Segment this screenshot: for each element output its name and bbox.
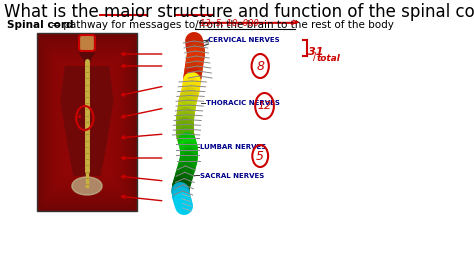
Text: 13, 5, 10, 000: 13, 5, 10, 000 [200, 19, 259, 28]
Bar [42, 39, 132, 205]
Text: total: total [316, 54, 340, 63]
Text: SACRAL NERVES: SACRAL NERVES [200, 173, 264, 179]
Bar [45, 43, 129, 201]
Bar [47, 47, 127, 197]
Bar [59, 63, 115, 181]
Text: CERVICAL NERVES: CERVICAL NERVES [209, 37, 280, 43]
Text: THORACIC NERVES: THORACIC NERVES [206, 100, 280, 106]
Bar [84, 51, 90, 61]
Text: 31: 31 [308, 47, 323, 57]
Text: What is the major structure and function of the spinal cord?: What is the major structure and function… [4, 3, 474, 21]
Bar [43, 41, 131, 203]
Bar [62, 67, 112, 177]
Bar [50, 51, 124, 193]
Text: 5: 5 [256, 149, 264, 163]
Bar [40, 37, 134, 207]
Bar [64, 71, 109, 173]
Bar [60, 65, 114, 179]
Text: Spinal cord: Spinal cord [7, 20, 73, 30]
Bar [46, 45, 128, 199]
Bar [55, 57, 119, 187]
Bar [52, 53, 122, 191]
FancyBboxPatch shape [79, 35, 95, 51]
Text: = pathway for messages to/from the brain to the rest of the body: = pathway for messages to/from the brain… [48, 20, 394, 30]
Bar [39, 35, 135, 209]
Text: 12: 12 [257, 101, 272, 111]
Text: LUMBAR NERVES: LUMBAR NERVES [200, 144, 266, 150]
Bar [56, 59, 118, 185]
Bar [53, 55, 121, 189]
Text: /: / [313, 52, 317, 62]
Circle shape [79, 37, 95, 59]
Bar [49, 49, 125, 195]
Polygon shape [60, 66, 114, 176]
Ellipse shape [72, 177, 102, 195]
Bar [37, 33, 137, 211]
Bar [63, 69, 111, 175]
Bar [37, 33, 137, 211]
Bar [57, 61, 117, 183]
Text: 8: 8 [256, 60, 264, 73]
